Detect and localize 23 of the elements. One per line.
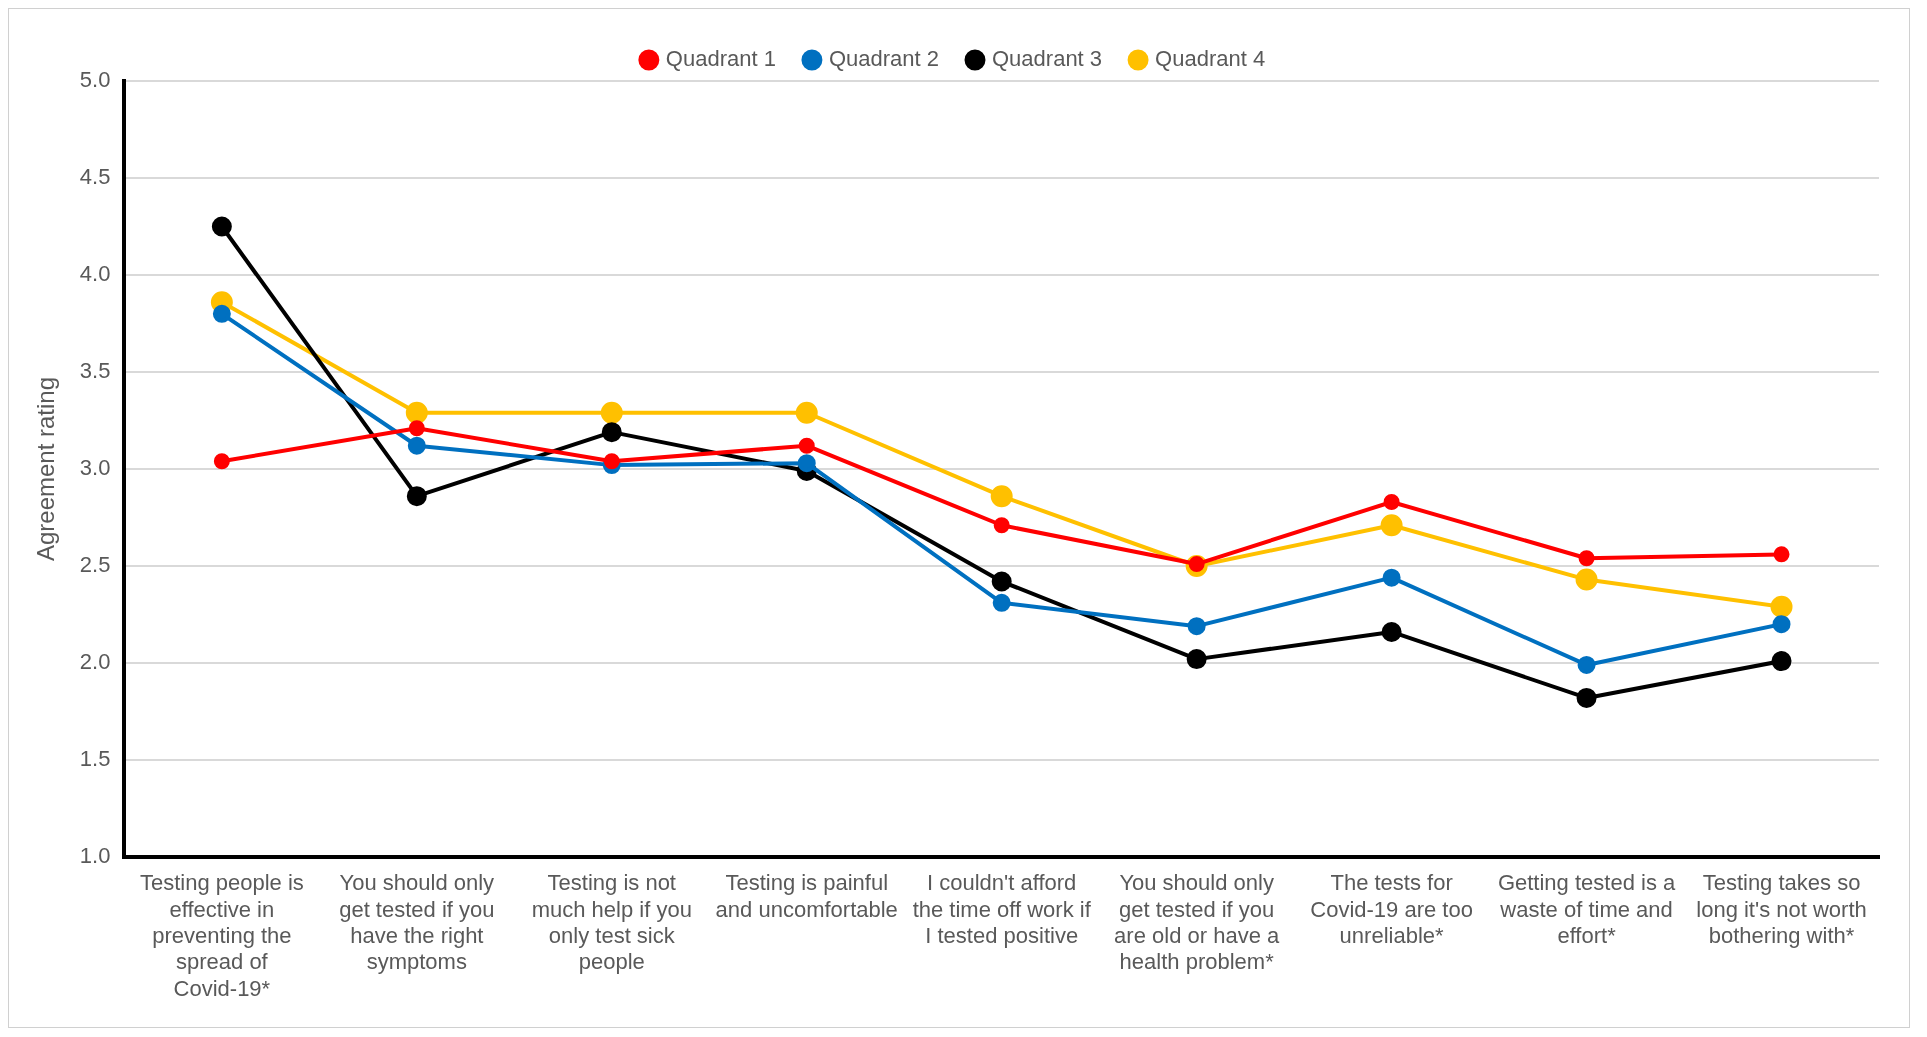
x-tick-label: Testing is not much help if you only test sick people bbox=[531, 870, 692, 975]
y-tick-label: 2.5 bbox=[79, 552, 111, 578]
x-tick-label: Testing is painful and uncomfortable bbox=[715, 870, 898, 922]
y-tick-label: 1.0 bbox=[79, 843, 111, 869]
x-tick-label: Testing takes so long it's not worth bothering with* bbox=[1696, 870, 1867, 949]
legend-label: Quadrant 1 bbox=[665, 46, 776, 72]
y-tick-label: 4.0 bbox=[79, 261, 111, 287]
legend-label: Quadrant 4 bbox=[1155, 46, 1266, 72]
x-tick-label: You should only get tested if you are old or have a health problem* bbox=[1114, 870, 1280, 975]
y-tick-label: 4.5 bbox=[79, 164, 111, 190]
y-tick-label: 5.0 bbox=[79, 67, 111, 93]
y-tick-label: 3.0 bbox=[79, 455, 111, 481]
x-tick-label: I couldn't afford the time off work if I tested positive bbox=[912, 870, 1092, 949]
y-tick-label: 2.0 bbox=[79, 649, 111, 675]
y-tick-label: 1.5 bbox=[79, 746, 111, 772]
x-tick-label: Testing people is effective in preventing the spread of Covid-19* bbox=[139, 870, 304, 1001]
y-tick-label: 3.5 bbox=[79, 358, 111, 384]
x-tick-label: Getting tested is a waste of time and effort* bbox=[1497, 870, 1676, 949]
x-tick-label: You should only get tested if you have the right symptoms bbox=[339, 870, 495, 975]
legend-label: Quadrant 2 bbox=[828, 46, 939, 72]
x-tick-label: The tests for Covid-19 are too unreliable* bbox=[1310, 870, 1473, 949]
y-axis-title: Agreement rating bbox=[32, 376, 60, 562]
legend-label: Quadrant 3 bbox=[992, 46, 1103, 72]
